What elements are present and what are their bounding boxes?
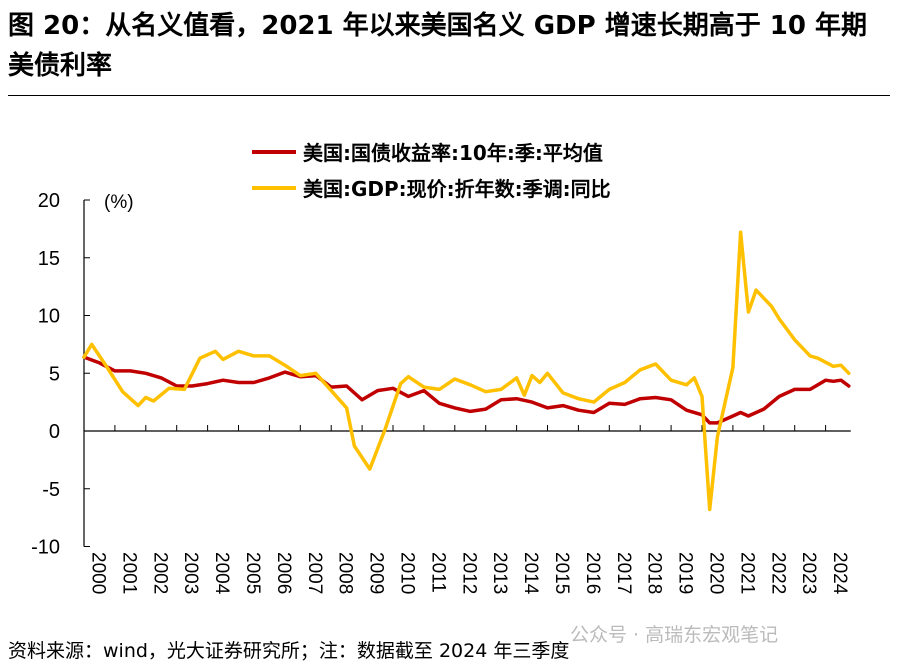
x-tick-label: 2013 (489, 552, 510, 594)
x-tick-label: 2017 (613, 552, 634, 594)
legend-label-2: 美国:GDP:现价:折年数:季调:同比 (303, 177, 611, 201)
x-tick-label: 2008 (335, 552, 356, 594)
y-tick-label: 15 (38, 248, 60, 270)
title-divider (8, 95, 890, 96)
y-tick-label: 10 (38, 306, 60, 328)
series-line-1 (82, 355, 851, 425)
legend-label-1: 美国:国债收益率:10年:季:平均值 (303, 141, 603, 165)
x-tick-label: 2009 (366, 552, 387, 594)
watermark: 公众号 · 高瑞东宏观笔记 (570, 624, 779, 646)
source-note: 资料来源：wind，光大证券研究所；注：数据截至 2024 年三季度 (8, 640, 570, 662)
x-tick-label: 2022 (767, 552, 788, 594)
chart-title: 图 20：从名义值看，2021 年以来美国名义 GDP 增速长期高于 10 年期… (8, 11, 868, 81)
y-tick-label: 20 (38, 190, 60, 212)
y-tick-label: -5 (42, 479, 60, 501)
x-tick-label: 2021 (736, 552, 757, 594)
y-tick-label: 0 (49, 421, 60, 443)
x-tick-label: 2010 (396, 552, 417, 594)
x-tick-label: 2024 (829, 552, 850, 595)
x-tick-label: 2016 (582, 552, 603, 594)
x-tick-label: 2014 (520, 552, 541, 595)
x-tick-label: 2005 (242, 552, 263, 594)
x-tick-label: 2000 (87, 552, 108, 594)
x-tick-label: 2011 (427, 552, 448, 593)
y-tick-label: 5 (49, 363, 60, 385)
x-tick-label: 2006 (273, 552, 294, 594)
x-tick-label: 2003 (180, 552, 201, 594)
series-line-2 (82, 230, 851, 512)
x-tick-label: 2023 (798, 552, 819, 594)
x-tick-label: 2020 (705, 552, 726, 594)
x-tick-label: 2018 (644, 552, 665, 594)
x-tick-label: 2001 (118, 552, 139, 594)
unit-label: (%) (104, 192, 134, 213)
x-tick-label: 2002 (149, 552, 170, 594)
x-tick-label: 2007 (304, 552, 325, 594)
x-tick-label: 2015 (551, 552, 572, 594)
x-tick-label: 2012 (458, 552, 479, 594)
x-tick-label: 2019 (675, 552, 696, 594)
x-tick-label: 2004 (211, 552, 232, 595)
y-tick-label: -10 (31, 537, 60, 559)
